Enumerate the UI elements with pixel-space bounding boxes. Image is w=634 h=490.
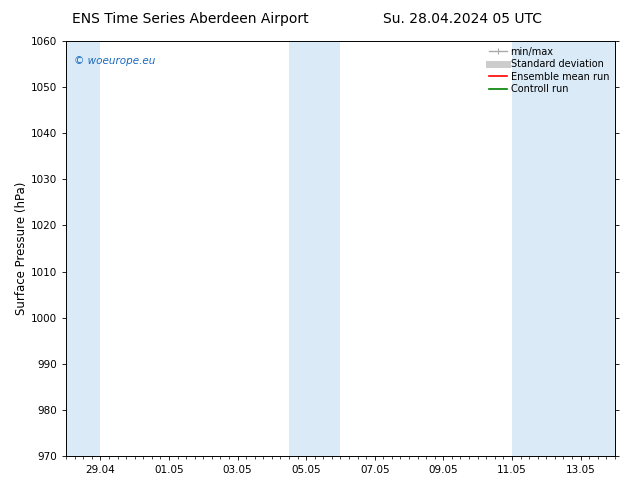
Legend: min/max, Standard deviation, Ensemble mean run, Controll run: min/max, Standard deviation, Ensemble me…: [485, 43, 613, 98]
Text: ENS Time Series Aberdeen Airport: ENS Time Series Aberdeen Airport: [72, 12, 309, 26]
Bar: [512, 41, 615, 456]
Bar: [289, 41, 340, 456]
Text: © woeurope.eu: © woeurope.eu: [74, 55, 156, 66]
Y-axis label: Surface Pressure (hPa): Surface Pressure (hPa): [15, 182, 28, 315]
Text: Su. 28.04.2024 05 UTC: Su. 28.04.2024 05 UTC: [384, 12, 542, 26]
Bar: [66, 41, 100, 456]
